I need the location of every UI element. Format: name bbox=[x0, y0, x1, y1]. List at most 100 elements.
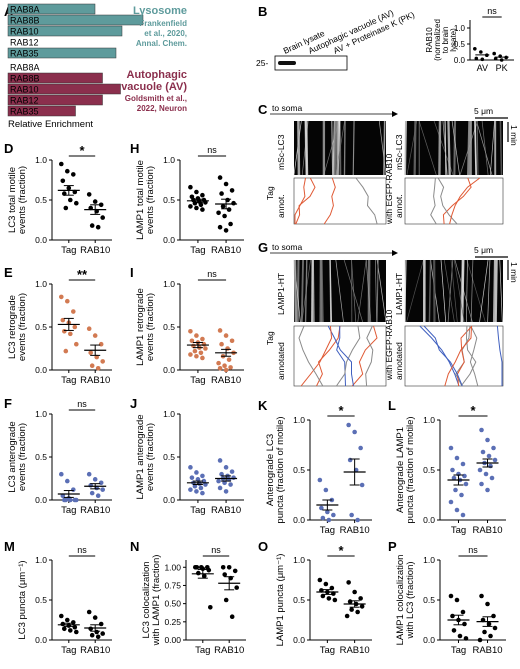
point-L-rab10-0 bbox=[479, 427, 484, 433]
annot-track-annotG-5 bbox=[460, 325, 477, 387]
xtick-label-F-rab10: RAB10 bbox=[80, 505, 110, 516]
point-N-rab10-7 bbox=[229, 614, 235, 620]
sig-label-H: ns bbox=[207, 145, 217, 155]
ytick-label-J-0: 0.0 bbox=[163, 495, 175, 505]
ytick-label-E-1: 0.5 bbox=[35, 322, 47, 332]
sig-label-E: ** bbox=[77, 267, 88, 282]
point-D-rab10-2 bbox=[98, 202, 104, 208]
chart-O: 0.0 0.5 1.0 Tag RAB10 * LAMP1 puncta (μm⁻¹) bbox=[275, 543, 372, 656]
kymo-streak-kymoG-20 bbox=[293, 259, 298, 323]
annot-track-annotG-7 bbox=[298, 325, 324, 387]
point-N-tag-5 bbox=[206, 567, 212, 573]
point-O-rab10-1 bbox=[352, 589, 357, 595]
kymo-streak-kymoC-14 bbox=[438, 120, 442, 176]
point-K-rab10-5 bbox=[359, 482, 365, 488]
point-K-rab10-0 bbox=[346, 422, 351, 428]
point-M-tag-8 bbox=[74, 629, 79, 635]
kymo-streak-kymoG-9 bbox=[466, 259, 486, 323]
point-E-tag-2 bbox=[71, 309, 76, 314]
point-E-tag-9 bbox=[63, 348, 69, 354]
to-soma-label: to soma bbox=[272, 103, 303, 113]
ylabel-2-N: with LAMP1 (fraction) bbox=[151, 555, 162, 647]
lysosome-cite-1: Frankenfield bbox=[139, 19, 187, 28]
point-L-rab10-4 bbox=[486, 453, 492, 459]
b-point-av-3 bbox=[474, 56, 479, 61]
kymo-streak-kymoC-15 bbox=[451, 120, 460, 176]
b-ylabel-1: (normalized bbox=[433, 19, 442, 61]
chart-M: 0.0 0.5 1.0 Tag RAB10 ns LC3 puncta (μm⁻¹) bbox=[17, 545, 112, 656]
point-F-rab10-7 bbox=[95, 493, 101, 499]
panel-b-scatter: 0.0 0.5 1.0 AV PK ns RAB10 (normalized to brain l… bbox=[425, 6, 514, 73]
sig-label-K: * bbox=[338, 403, 344, 418]
bar-av-rab10 bbox=[7, 83, 121, 95]
ylabel-2-F: events (fraction) bbox=[17, 423, 28, 491]
kymo-streak-kymoC-8 bbox=[453, 120, 457, 176]
point-D-tag-2 bbox=[71, 172, 76, 177]
bar-label-av-rab8a: RAB8A bbox=[10, 63, 40, 73]
panel-label-n: N bbox=[130, 539, 139, 554]
point-H-rab10-6 bbox=[220, 204, 226, 209]
ylabel-1-P: LAMP1 colocalization bbox=[395, 555, 406, 646]
xtick-label-P-tag: Tag bbox=[451, 645, 466, 656]
point-E-rab10-4 bbox=[94, 354, 99, 360]
ylabel-1-M: LC3 puncta (μm⁻¹) bbox=[17, 560, 28, 639]
ytick-label-E-2: 1.0 bbox=[35, 279, 47, 289]
annot-track-annotC-1 bbox=[295, 177, 316, 225]
xtick-label-P-rab10: RAB10 bbox=[472, 645, 502, 656]
kymo-streak-kymoG-7 bbox=[460, 259, 463, 323]
point-I-rab10-7 bbox=[226, 357, 232, 362]
point-K-tag-3 bbox=[319, 505, 324, 511]
western-blot: 25- Brain lysate Autophagic vacuole (AV)… bbox=[256, 7, 416, 71]
point-N-rab10-2 bbox=[232, 568, 238, 574]
xtick-label-H-tag: Tag bbox=[190, 245, 205, 256]
scale-bar-t-label-g: 1 min bbox=[509, 262, 519, 283]
point-D-tag-3 bbox=[60, 178, 66, 184]
bar-label-lys-rab8a: RAB8A bbox=[10, 5, 40, 15]
point-M-rab10-2 bbox=[98, 621, 104, 627]
xtick-label-H-rab10: RAB10 bbox=[211, 245, 241, 256]
point-I-rab10-10 bbox=[228, 365, 233, 370]
point-I-tag-9 bbox=[192, 348, 198, 354]
av-cite-2: 2022, Neuron bbox=[137, 104, 187, 113]
bar-label-lys-rab35: RAB35 bbox=[10, 49, 39, 59]
xtick-label-N-tag: Tag bbox=[195, 645, 210, 656]
xtick-label-I-rab10: RAB10 bbox=[211, 375, 241, 386]
point-P-rab10-1 bbox=[485, 601, 490, 607]
point-M-tag-7 bbox=[68, 628, 73, 633]
annot-track-annotG-7 bbox=[444, 325, 472, 387]
kymo-streak-kymoC-14 bbox=[333, 120, 337, 176]
bar-label-av-rab12: RAB12 bbox=[10, 96, 39, 106]
point-E-rab10-3 bbox=[88, 350, 93, 356]
kymo-streak-kymoC-15 bbox=[304, 120, 309, 176]
b-ylabel-3: lysate) bbox=[449, 28, 458, 52]
point-F-tag-7 bbox=[68, 497, 73, 503]
ytick-label-D-0: 0.0 bbox=[35, 235, 47, 245]
point-E-tag-6 bbox=[62, 329, 67, 334]
kymo-streak-kymoC-12 bbox=[297, 120, 301, 176]
point-I-tag-12 bbox=[194, 353, 199, 359]
ytick-label-N-0: 0.00 bbox=[164, 635, 181, 645]
annot-track-annotG-6 bbox=[423, 325, 463, 387]
ytick-label-F-2: 1.0 bbox=[35, 409, 47, 419]
point-L-rab10-10 bbox=[489, 475, 495, 481]
ytick-label-I-1: 0.5 bbox=[163, 322, 175, 332]
annot-track-annotC-0 bbox=[323, 177, 336, 225]
ytick-label-O-0: 0.0 bbox=[293, 635, 305, 645]
point-K-tag-4 bbox=[325, 509, 330, 515]
ylabel-1-E: LC3 retrograde bbox=[7, 295, 18, 359]
chart-I: 0.0 0.5 1.0 Tag RAB10 ns LAMP1 retrograde event… bbox=[135, 269, 244, 386]
point-N-rab10-0 bbox=[220, 564, 226, 570]
bar-av-rab35 bbox=[7, 105, 76, 117]
point-N-rab10-3 bbox=[222, 572, 227, 577]
point-L-rab10-1 bbox=[485, 437, 490, 443]
ytick-label-M-1: 0.5 bbox=[35, 595, 47, 605]
ylabel-1-N: LC3 colocalization bbox=[141, 561, 152, 638]
point-H-rab10-12 bbox=[223, 228, 229, 233]
point-P-tag-7 bbox=[457, 633, 463, 639]
bar-label-av-rab8b: RAB8B bbox=[10, 74, 40, 84]
ytick-label-L-1: 0.5 bbox=[423, 465, 435, 475]
point-N-tag-6 bbox=[196, 570, 201, 576]
point-I-rab10-3 bbox=[219, 341, 224, 347]
scale-bar-x-label-g: 5 μm bbox=[474, 245, 493, 255]
point-O-tag-1 bbox=[323, 581, 329, 587]
